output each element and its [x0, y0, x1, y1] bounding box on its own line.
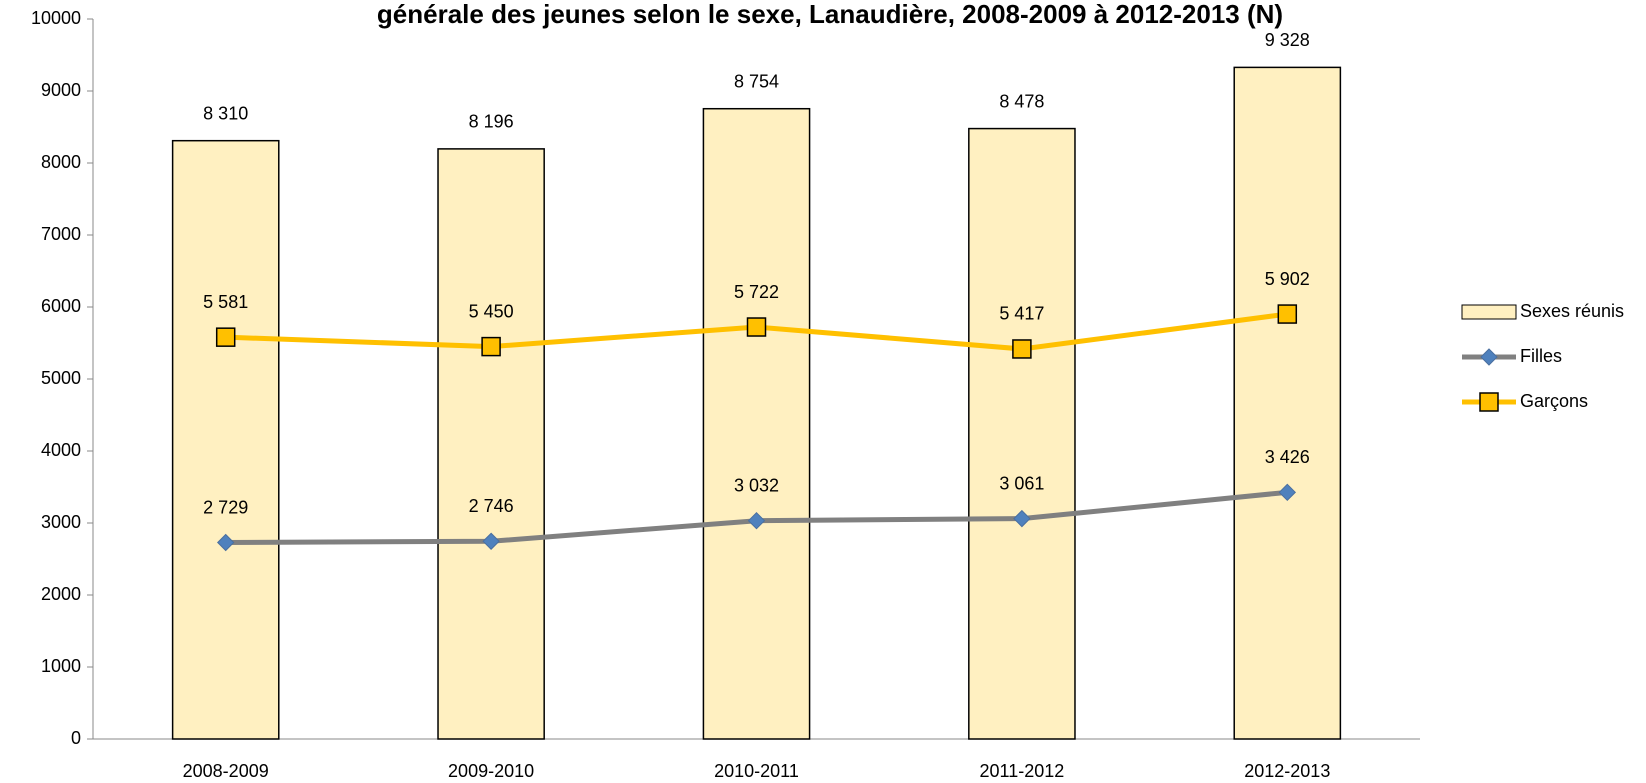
y-tick-label: 9000	[41, 80, 81, 100]
y-tick-label: 4000	[41, 440, 81, 460]
y-tick-label: 8000	[41, 152, 81, 172]
bar	[702, 107, 811, 740]
data-label: 3 426	[1265, 447, 1310, 467]
marker	[1480, 348, 1498, 366]
y-tick-label: 6000	[41, 296, 81, 316]
marker	[215, 327, 236, 347]
x-tick-label: 2010-2011	[714, 761, 799, 781]
data-label: 2 746	[469, 496, 514, 516]
legend-swatch	[1461, 304, 1517, 320]
bar	[968, 127, 1076, 740]
y-tick-label: 0	[71, 728, 81, 748]
marker	[1278, 483, 1297, 502]
marker	[216, 533, 235, 552]
y-tick-label: 1000	[41, 656, 81, 676]
x-tick-label: 2008-2009	[183, 761, 269, 781]
data-label: 9 328	[1265, 30, 1310, 50]
data-label: 8 310	[203, 103, 248, 123]
bar	[437, 148, 545, 740]
y-tick-label: 7000	[41, 224, 81, 244]
marker	[1013, 509, 1031, 528]
data-label: 8 478	[999, 91, 1044, 111]
bar	[1233, 66, 1342, 740]
legend-label: Filles	[1520, 346, 1562, 366]
marker	[1012, 339, 1032, 359]
x-tick-label: 2009-2010	[448, 761, 534, 781]
marker	[1479, 392, 1499, 412]
data-label: 5 902	[1265, 269, 1310, 289]
x-tick-label: 2012-2013	[1244, 761, 1330, 781]
marker	[747, 511, 766, 530]
y-tick-label: 2000	[41, 584, 81, 604]
marker	[482, 532, 500, 550]
marker	[481, 336, 501, 357]
y-tick-label: 3000	[41, 512, 81, 532]
data-label: 8 754	[734, 71, 779, 91]
bar	[171, 139, 280, 740]
chart-title: générale des jeunes selon le sexe, Lanau…	[377, 0, 1283, 29]
data-label: 2 729	[203, 497, 248, 517]
data-label: 5 417	[999, 304, 1044, 324]
marker	[746, 317, 767, 337]
data-label: 5 722	[734, 282, 779, 302]
legend-label: Garçons	[1520, 391, 1588, 411]
y-tick-label: 5000	[41, 368, 81, 388]
data-label: 5 581	[203, 292, 248, 312]
data-label: 3 061	[999, 473, 1044, 493]
x-tick-label: 2011-2012	[980, 761, 1065, 781]
data-label: 3 032	[734, 475, 779, 495]
legend-label: Sexes réunis	[1520, 301, 1624, 321]
y-tick-label: 10000	[31, 8, 81, 28]
data-label: 8 196	[469, 112, 514, 132]
data-label: 5 450	[469, 301, 514, 321]
marker	[1277, 304, 1298, 324]
